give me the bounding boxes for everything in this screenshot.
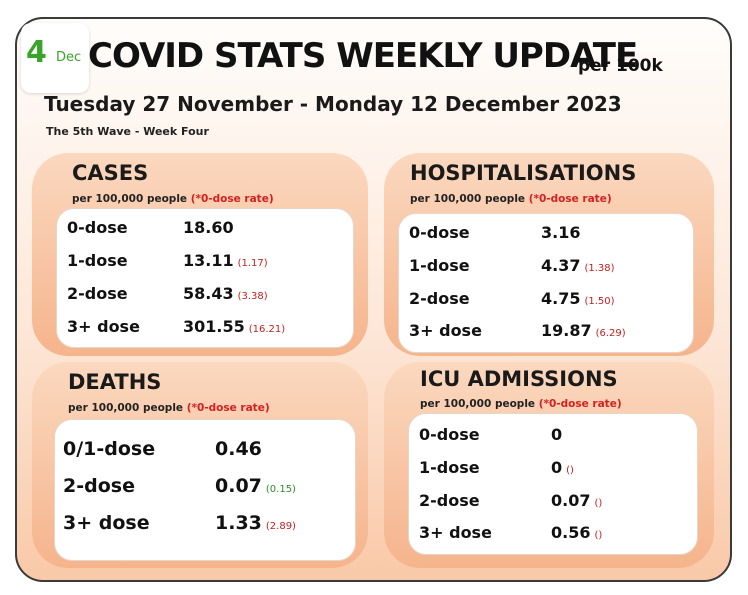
row-value: 4.75 (1.50) (541, 289, 615, 308)
row-value: 0 (551, 425, 563, 444)
hospitalisations-table: 0-dose 3.16 1-dose 4.37 (1.38) 2-dose 4.7… (398, 213, 694, 353)
table-row: 0-dose 18.60 (57, 218, 353, 248)
table-row: 2-dose 4.75 (1.50) (399, 289, 693, 319)
row-label: 2-dose (409, 289, 470, 308)
hospitalisations-sub-note: (*0-dose rate) (528, 193, 612, 205)
deaths-title: DEATHS (68, 370, 162, 394)
table-row: 3+ dose 301.55 (16.21) (57, 317, 353, 347)
table-row: 3+ dose 1.33 (2.89) (55, 512, 355, 542)
icu-sub-note: (*0-dose rate) (538, 398, 622, 410)
table-row: 1-dose 13.11 (1.17) (57, 251, 353, 281)
row-label: 1-dose (409, 256, 470, 275)
cases-section: CASES per 100,000 people (*0-dose rate) … (32, 153, 368, 356)
hospitalisations-subtitle: per 100,000 people (*0-dose rate) (410, 193, 612, 205)
table-row: 2-dose 0.07 (0.15) (55, 475, 355, 505)
deaths-table: 0/1-dose 0.46 2-dose 0.07 (0.15) 3+ dose … (54, 419, 356, 561)
table-row: 0/1-dose 0.46 (55, 438, 355, 468)
icu-sub-text: per 100,000 people (420, 398, 536, 410)
table-row: 3+ dose 0.56() (409, 523, 697, 553)
row-label: 0/1-dose (63, 438, 156, 460)
row-label: 2-dose (67, 284, 128, 303)
row-label: 3+ dose (63, 512, 150, 534)
hospitalisations-section: HOSPITALISATIONS per 100,000 people (*0-… (384, 153, 714, 356)
cases-title: CASES (72, 161, 149, 185)
row-value: 13.11 (1.17) (183, 251, 268, 270)
row-value: 0.46 (215, 438, 262, 460)
row-value: 4.37 (1.38) (541, 256, 615, 275)
date-month: Dec (56, 50, 82, 65)
cases-subtitle: per 100,000 people (*0-dose rate) (72, 193, 274, 205)
icu-table: 0-dose 0 1-dose 0() 2-dose 0.07() 3+ dos… (408, 413, 698, 555)
row-value: 19.87 (6.29) (541, 321, 626, 340)
icu-title: ICU ADMISSIONS (420, 367, 618, 391)
row-label: 1-dose (67, 251, 128, 270)
row-label: 3+ dose (409, 321, 482, 340)
table-row: 3+ dose 19.87 (6.29) (399, 321, 693, 351)
row-label: 2-dose (63, 475, 135, 497)
table-row: 1-dose 4.37 (1.38) (399, 256, 693, 286)
row-value: 18.60 (183, 218, 234, 237)
page-title: COVID STATS WEEKLY UPDATE (88, 36, 638, 76)
row-value: 3.16 (541, 223, 581, 242)
date-badge: 4 Dec (21, 23, 89, 93)
table-row: 2-dose 0.07() (409, 491, 697, 521)
table-row: 2-dose 58.43 (3.38) (57, 284, 353, 314)
row-label: 3+ dose (419, 523, 492, 542)
cases-table: 0-dose 18.60 1-dose 13.11 (1.17) 2-dose 5… (56, 208, 354, 348)
table-row: 1-dose 0() (409, 458, 697, 488)
row-value: 58.43 (3.38) (183, 284, 268, 303)
date-day: 4 (26, 35, 47, 70)
row-value: 0.07() (551, 491, 603, 510)
cases-sub-note: (*0-dose rate) (190, 193, 274, 205)
deaths-sub-note: (*0-dose rate) (186, 402, 270, 414)
row-value: 0.07 (0.15) (215, 475, 296, 497)
row-value: 0.56() (551, 523, 603, 542)
deaths-subtitle: per 100,000 people (*0-dose rate) (68, 402, 270, 414)
table-row: 0-dose 3.16 (399, 223, 693, 253)
deaths-sub-text: per 100,000 people (68, 402, 184, 414)
wave-label: The 5th Wave - Week Four (46, 125, 209, 138)
row-label: 2-dose (419, 491, 480, 510)
icu-section: ICU ADMISSIONS per 100,000 people (*0-do… (384, 362, 714, 568)
row-value: 1.33 (2.89) (215, 512, 296, 534)
row-label: 0-dose (419, 425, 480, 444)
row-value: 301.55 (16.21) (183, 317, 286, 336)
date-range: Tuesday 27 November - Monday 12 December… (44, 92, 622, 116)
title-suffix: per 100k (578, 56, 663, 76)
row-label: 0-dose (67, 218, 128, 237)
cases-sub-text: per 100,000 people (72, 193, 188, 205)
hospitalisations-sub-text: per 100,000 people (410, 193, 526, 205)
row-label: 0-dose (409, 223, 470, 242)
icu-subtitle: per 100,000 people (*0-dose rate) (420, 398, 622, 410)
hospitalisations-title: HOSPITALISATIONS (410, 161, 637, 185)
row-label: 3+ dose (67, 317, 140, 336)
table-row: 0-dose 0 (409, 425, 697, 455)
deaths-section: DEATHS per 100,000 people (*0-dose rate)… (32, 362, 368, 568)
row-value: 0() (551, 458, 574, 477)
row-label: 1-dose (419, 458, 480, 477)
